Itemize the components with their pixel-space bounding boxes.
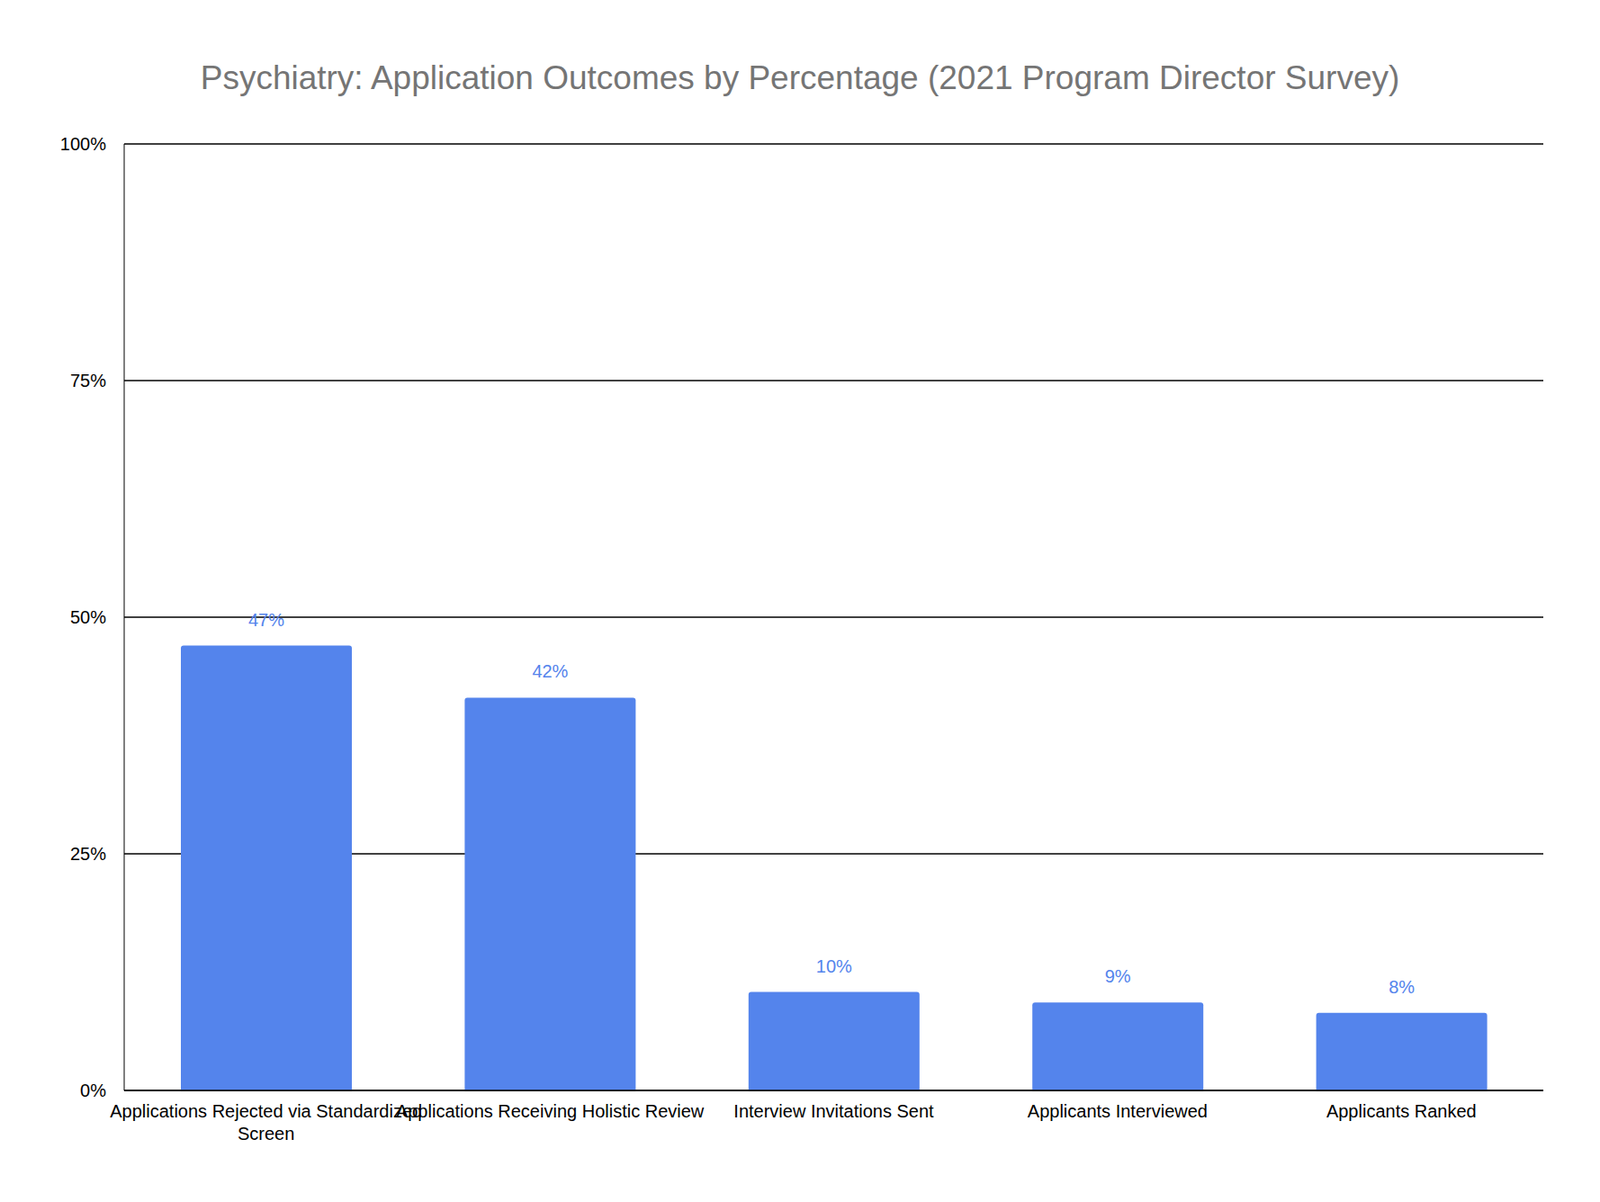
svg-text:47%: 47% xyxy=(248,610,285,630)
svg-text:50%: 50% xyxy=(70,607,107,628)
html-text:Psychiatry: Application Outcom: Psychiatry: Application Outcomes by Perc… xyxy=(200,59,1400,97)
svg-text:10%: 10% xyxy=(816,956,853,977)
svg-text:0%: 0% xyxy=(80,1080,107,1101)
svg-text:100%: 100% xyxy=(60,134,107,154)
svg-text:Applications Rejected via Stan: Applications Rejected via StandardizedSc… xyxy=(109,1101,423,1144)
svg-text:Applicants Ranked: Applicants Ranked xyxy=(1326,1101,1477,1122)
svg-text:Interview Invitations Sent: Interview Invitations Sent xyxy=(733,1101,935,1122)
svg-text:75%: 75% xyxy=(70,370,107,391)
svg-text:8%: 8% xyxy=(1388,977,1415,998)
svg-text:42%: 42% xyxy=(531,661,568,682)
svg-text:Applications Receiving Holisti: Applications Receiving Holistic Review xyxy=(395,1101,705,1122)
svg-text:9%: 9% xyxy=(1105,966,1132,987)
svg-text:Applicants Interviewed: Applicants Interviewed xyxy=(1027,1101,1208,1122)
svg-text:25%: 25% xyxy=(70,844,107,864)
